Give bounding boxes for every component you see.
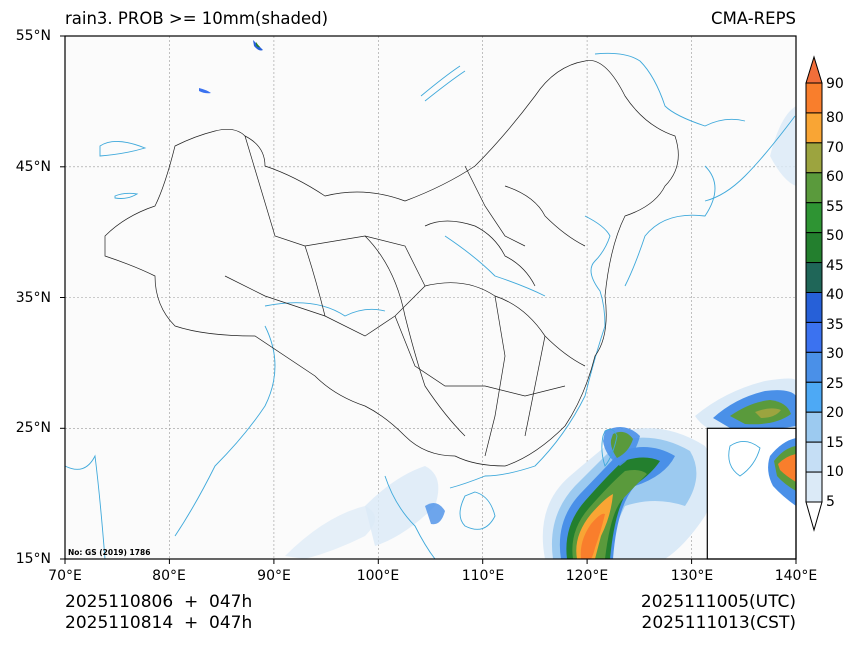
colorbar-segment bbox=[805, 112, 823, 144]
colorbar-label-80: 80 bbox=[826, 110, 844, 126]
lat-label-45: 45°N bbox=[15, 159, 51, 175]
colorbar-segment bbox=[805, 321, 823, 353]
valid-time-utc: 2025111005(UTC) bbox=[640, 592, 796, 612]
colorbar-label-40: 40 bbox=[826, 287, 844, 303]
valid-time-cst: 2025111013(CST) bbox=[641, 613, 796, 633]
inset-contents bbox=[728, 438, 796, 506]
axis-ticks bbox=[60, 35, 797, 564]
coastlines-rivers bbox=[64, 52, 796, 560]
colorbar bbox=[800, 50, 860, 540]
colorbar-label-90: 90 bbox=[826, 76, 844, 92]
init-time-cst: 2025110814 + 047h bbox=[65, 613, 253, 633]
colorbar-label-35: 35 bbox=[826, 317, 844, 333]
lat-label-25: 25°N bbox=[15, 420, 51, 436]
colorbar-segment bbox=[805, 142, 823, 174]
colorbar-segment bbox=[805, 471, 823, 503]
colorbar-label-20: 20 bbox=[826, 405, 844, 421]
colorbar-segment bbox=[805, 172, 823, 204]
colorbar-segment bbox=[805, 441, 823, 473]
colorbar-segment bbox=[805, 292, 823, 323]
lon-label-130: 130°E bbox=[670, 568, 714, 584]
colorbar-segment bbox=[805, 202, 823, 234]
lat-label-35: 35°N bbox=[15, 290, 51, 306]
plot-title: rain3. PROB >= 10mm(shaded) bbox=[65, 9, 329, 28]
lon-label-100: 100°E bbox=[356, 568, 400, 584]
colorbar-label-5: 5 bbox=[826, 494, 835, 510]
valid-time-block: 2025111005(UTC) 2025111013(CST) bbox=[641, 592, 796, 634]
colorbar-segment bbox=[805, 82, 823, 114]
colorbar-segment bbox=[805, 262, 823, 293]
colorbar-label-45: 45 bbox=[826, 258, 844, 274]
map-approval-number: No: GS (2019) 1786 bbox=[68, 548, 151, 557]
colorbar-label-10: 10 bbox=[826, 464, 844, 480]
colorbar-segment bbox=[805, 381, 823, 413]
model-name: CMA-REPS bbox=[711, 9, 796, 28]
init-time-utc: 2025110806 + 047h bbox=[65, 592, 253, 612]
precip-shading bbox=[199, 40, 796, 559]
colorbar-label-55: 55 bbox=[826, 199, 844, 215]
colorbar-label-50: 50 bbox=[826, 228, 844, 244]
colorbar-extend-max bbox=[805, 55, 823, 84]
lat-label-55: 55°N bbox=[15, 28, 51, 44]
boundaries bbox=[104, 60, 679, 467]
colorbar-label-70: 70 bbox=[826, 140, 844, 156]
lon-label-120: 120°E bbox=[565, 568, 609, 584]
colorbar-label-15: 15 bbox=[826, 435, 844, 451]
lon-label-110: 110°E bbox=[461, 568, 505, 584]
colorbar-segment bbox=[805, 232, 823, 264]
colorbar-label-30: 30 bbox=[826, 346, 844, 362]
lat-label-15: 15°N bbox=[15, 551, 51, 567]
colorbar-label-60: 60 bbox=[826, 169, 844, 185]
init-time-block: 2025110806 + 047h 2025110814 + 047h bbox=[65, 592, 252, 634]
gridlines bbox=[65, 36, 796, 559]
colorbar-extend-min bbox=[805, 501, 823, 532]
map-canvas bbox=[60, 35, 797, 564]
map-plot-area bbox=[60, 35, 797, 564]
colorbar-segment bbox=[805, 411, 823, 443]
lon-label-140: 140°E bbox=[774, 568, 818, 584]
lon-label-80: 80°E bbox=[152, 568, 186, 584]
lon-label-90: 90°E bbox=[257, 568, 291, 584]
lon-label-70: 70°E bbox=[48, 568, 82, 584]
colorbar-segment bbox=[805, 351, 823, 383]
colorbar-graphic bbox=[805, 55, 823, 532]
colorbar-label-25: 25 bbox=[826, 376, 844, 392]
